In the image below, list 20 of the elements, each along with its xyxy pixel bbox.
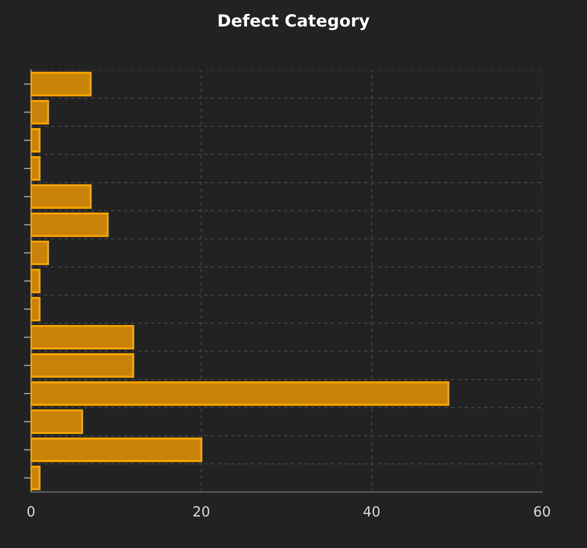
bar [31, 466, 41, 490]
x-tick-label: 20 [194, 506, 210, 517]
bar [31, 353, 134, 378]
bar [31, 100, 50, 124]
bar [31, 409, 84, 434]
x-tick-label: 60 [534, 506, 550, 517]
bar [31, 296, 41, 322]
bar [31, 212, 109, 238]
bar [31, 381, 450, 406]
bar [31, 240, 50, 266]
bar [31, 184, 92, 209]
bar [31, 324, 134, 350]
bar [31, 156, 41, 181]
x-tick-label: 0 [27, 506, 34, 517]
chart-title: Defect Category [218, 14, 370, 30]
bar [31, 128, 41, 153]
bar [31, 72, 92, 96]
bar [31, 438, 202, 462]
x-tick-label: 40 [364, 506, 380, 517]
bar [31, 268, 41, 294]
